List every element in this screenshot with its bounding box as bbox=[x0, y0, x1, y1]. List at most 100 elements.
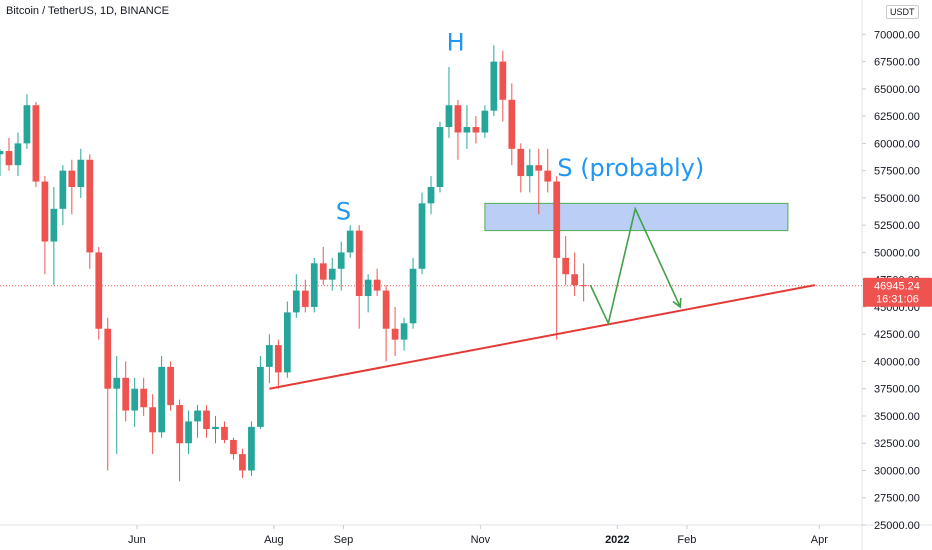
candle-body bbox=[203, 410, 210, 430]
candle-body bbox=[418, 203, 426, 269]
y-tick-label: 70000.00 bbox=[874, 29, 920, 41]
chart-title: Bitcoin / TetherUS, 1D, BINANCE bbox=[6, 5, 170, 17]
candle-body bbox=[140, 388, 148, 408]
candle-body bbox=[104, 328, 112, 389]
candle-body bbox=[41, 181, 49, 242]
candle-body bbox=[283, 312, 291, 373]
candle-body bbox=[544, 170, 552, 182]
x-tick-label: Aug bbox=[264, 534, 284, 546]
candle-body bbox=[149, 407, 157, 433]
x-tick-label: Sep bbox=[334, 534, 354, 546]
candle-body bbox=[23, 105, 31, 144]
candle-body bbox=[436, 127, 444, 187]
x-tick-label: Feb bbox=[677, 534, 696, 546]
y-tick-label: 55000.00 bbox=[874, 193, 920, 205]
y-tick-label: 57500.00 bbox=[874, 166, 920, 178]
candle-body bbox=[50, 208, 58, 242]
candle-body bbox=[167, 366, 174, 406]
candle-body bbox=[391, 328, 399, 340]
candle-body bbox=[0, 151, 4, 155]
y-tick-label: 60000.00 bbox=[874, 138, 920, 150]
candle-body bbox=[355, 230, 363, 297]
projection-path bbox=[589, 206, 681, 326]
candle-body bbox=[472, 127, 480, 133]
candle-body bbox=[239, 454, 246, 471]
candle-body bbox=[319, 263, 327, 280]
candle-body bbox=[382, 290, 390, 329]
y-tick-label: 35000.00 bbox=[874, 411, 920, 423]
candle-body bbox=[194, 410, 201, 422]
candle-body bbox=[346, 230, 354, 253]
candle-body bbox=[463, 127, 471, 133]
y-tick-label: 42500.00 bbox=[874, 329, 920, 341]
x-tick-label: 2022 bbox=[605, 534, 629, 546]
y-tick-label: 25000.00 bbox=[874, 520, 920, 532]
candle-body bbox=[257, 366, 264, 427]
candle-body bbox=[364, 279, 372, 297]
candle-body bbox=[95, 252, 103, 329]
candle-body bbox=[562, 257, 570, 275]
candle-body bbox=[571, 274, 579, 286]
candle-body bbox=[5, 151, 13, 166]
candle-body bbox=[409, 268, 417, 324]
candle-body bbox=[158, 366, 165, 433]
candle-body bbox=[185, 421, 192, 444]
candle-body bbox=[230, 439, 237, 455]
resistance-zone bbox=[484, 202, 789, 232]
candle-body bbox=[580, 285, 588, 287]
candle-body bbox=[274, 345, 282, 373]
projection-arrowhead bbox=[672, 297, 682, 309]
currency-badge[interactable]: USDT bbox=[886, 5, 919, 19]
candle-body bbox=[14, 143, 22, 166]
candle-body bbox=[32, 105, 40, 182]
y-tick-label: 37500.00 bbox=[874, 384, 920, 396]
candle-body bbox=[526, 165, 534, 177]
candle-body bbox=[86, 159, 94, 253]
y-tick-label: 32500.00 bbox=[874, 438, 920, 450]
price-countdown-label: 16:31:06 bbox=[876, 294, 919, 306]
pattern-annotation: H bbox=[447, 29, 465, 57]
candle-body bbox=[122, 377, 130, 411]
candle-body bbox=[301, 290, 309, 307]
candle-body bbox=[445, 105, 453, 128]
candle-body bbox=[373, 279, 381, 291]
x-tick-label: Apr bbox=[811, 534, 828, 546]
y-tick-label: 52500.00 bbox=[874, 220, 920, 232]
candle-body bbox=[508, 99, 516, 149]
candle-body bbox=[454, 105, 462, 133]
current-price-label: 46945.24 bbox=[874, 281, 920, 293]
y-tick-label: 30000.00 bbox=[874, 465, 920, 477]
candle-body bbox=[266, 345, 273, 367]
candle-body bbox=[77, 159, 85, 187]
y-tick-label: 50000.00 bbox=[874, 247, 920, 259]
candle-body bbox=[553, 181, 561, 258]
current-price-box bbox=[863, 277, 932, 307]
x-tick-label: Jun bbox=[128, 534, 146, 546]
candle-body bbox=[113, 377, 121, 389]
candle-body bbox=[221, 426, 228, 440]
candle-body bbox=[131, 388, 139, 411]
y-tick-label: 27500.00 bbox=[874, 493, 920, 505]
candle-body bbox=[310, 263, 318, 307]
support-trendline bbox=[269, 284, 816, 390]
candle-body bbox=[292, 290, 300, 313]
candle-body bbox=[248, 426, 255, 471]
candle-body bbox=[517, 148, 525, 177]
pattern-annotation: S bbox=[336, 198, 351, 226]
pattern-annotation: S (probably) bbox=[557, 154, 704, 182]
candle-body bbox=[481, 110, 489, 133]
x-tick-label: Nov bbox=[471, 534, 491, 546]
candle-body bbox=[490, 61, 498, 111]
y-tick-label: 65000.00 bbox=[874, 84, 920, 96]
candle-body bbox=[176, 405, 183, 444]
candle-body bbox=[400, 323, 408, 340]
y-tick-label: 67500.00 bbox=[874, 57, 920, 69]
y-tick-label: 62500.00 bbox=[874, 111, 920, 123]
candle-body bbox=[337, 252, 345, 269]
candle-body bbox=[59, 170, 67, 209]
y-tick-label: 40000.00 bbox=[874, 356, 920, 368]
candle-body bbox=[328, 268, 336, 280]
candle-body bbox=[427, 187, 435, 204]
